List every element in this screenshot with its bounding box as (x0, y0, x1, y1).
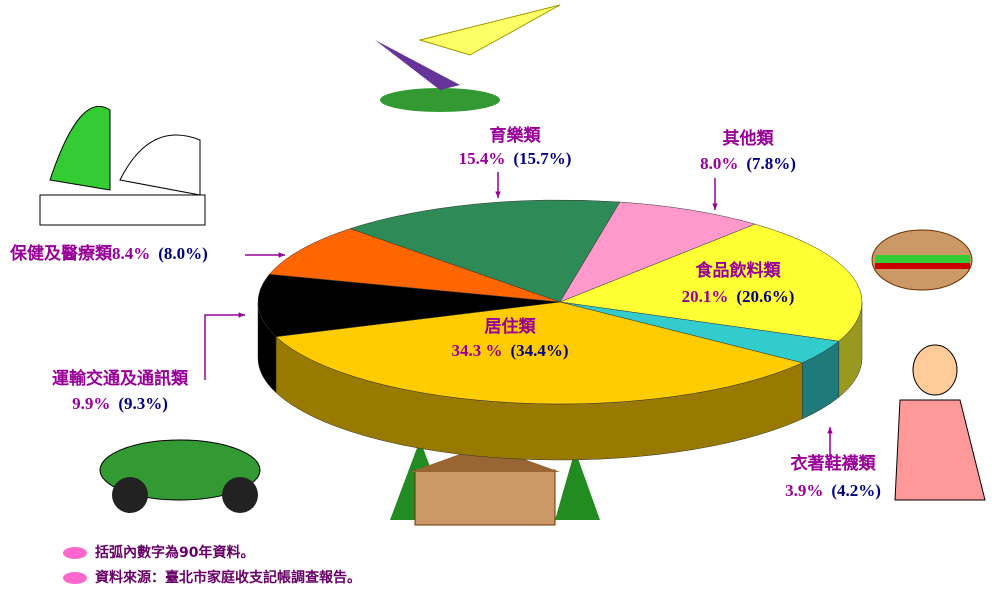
chart: 育樂類 15.4% (15.7%) 其他類 8.0% (7.8%) 食品飲料類 20.1% (2… (0, 0, 997, 592)
category-name: 食品飲料類 (696, 260, 782, 280)
previous-label: (7.8%) (746, 154, 796, 173)
value-line: 3.9% (4.2%) (785, 481, 881, 500)
previous-label: (15.7%) (513, 149, 571, 168)
arrow-head (495, 192, 500, 198)
value-label: 34.3 % (451, 341, 502, 360)
value-label: 15.4% (459, 149, 506, 168)
value-line: 20.1% (20.6%) (682, 287, 795, 306)
value-label: 3.9% (785, 481, 823, 500)
previous-label: (20.6%) (736, 287, 794, 306)
category-name: 育樂類 (490, 125, 542, 145)
category-name: 居住類 (485, 316, 537, 336)
leader-line (205, 315, 245, 380)
slice-label: 保健及醫療類8.4% (8.0%) (9, 243, 208, 263)
arrow-head (712, 204, 717, 210)
category-name: 其他類 (723, 128, 775, 148)
value-line: 9.9% (9.3%) (72, 394, 168, 413)
previous-label: (9.3%) (118, 394, 168, 413)
previous-label: (34.4%) (510, 341, 568, 360)
arrow-head (279, 252, 285, 257)
note: 括弧內數字為90年資料。 (95, 544, 254, 561)
value-label: 8.0% (700, 154, 738, 173)
value-label: 9.9% (72, 394, 110, 413)
previous-label: (8.0%) (158, 244, 208, 263)
previous-label: (4.2%) (831, 481, 881, 500)
value-label: 20.1% (682, 287, 729, 306)
value-line: 15.4% (15.7%) (459, 149, 572, 168)
value-line: 34.3 % (34.4%) (451, 341, 568, 360)
category-name: 保健及醫療類 (9, 243, 113, 263)
arrow-head (827, 427, 832, 433)
value-line: 8.0% (7.8%) (700, 154, 796, 173)
category-name: 運輸交通及通訊類 (52, 368, 189, 388)
note: 資料來源：臺北市家庭收支記帳調查報告。 (95, 569, 361, 586)
category-name: 衣著鞋襪類 (791, 453, 877, 473)
value-label: 8.4% (112, 244, 150, 263)
arrow-head (239, 312, 245, 317)
